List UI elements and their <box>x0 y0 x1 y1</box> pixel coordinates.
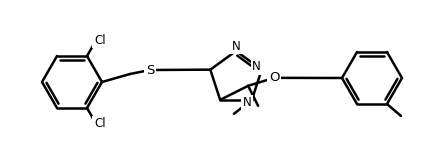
Text: N: N <box>252 60 261 73</box>
Text: S: S <box>146 64 154 76</box>
Text: Cl: Cl <box>94 34 106 47</box>
Text: Cl: Cl <box>94 117 106 130</box>
Text: N: N <box>243 96 251 109</box>
Text: O: O <box>269 71 279 84</box>
Text: N: N <box>232 40 241 52</box>
